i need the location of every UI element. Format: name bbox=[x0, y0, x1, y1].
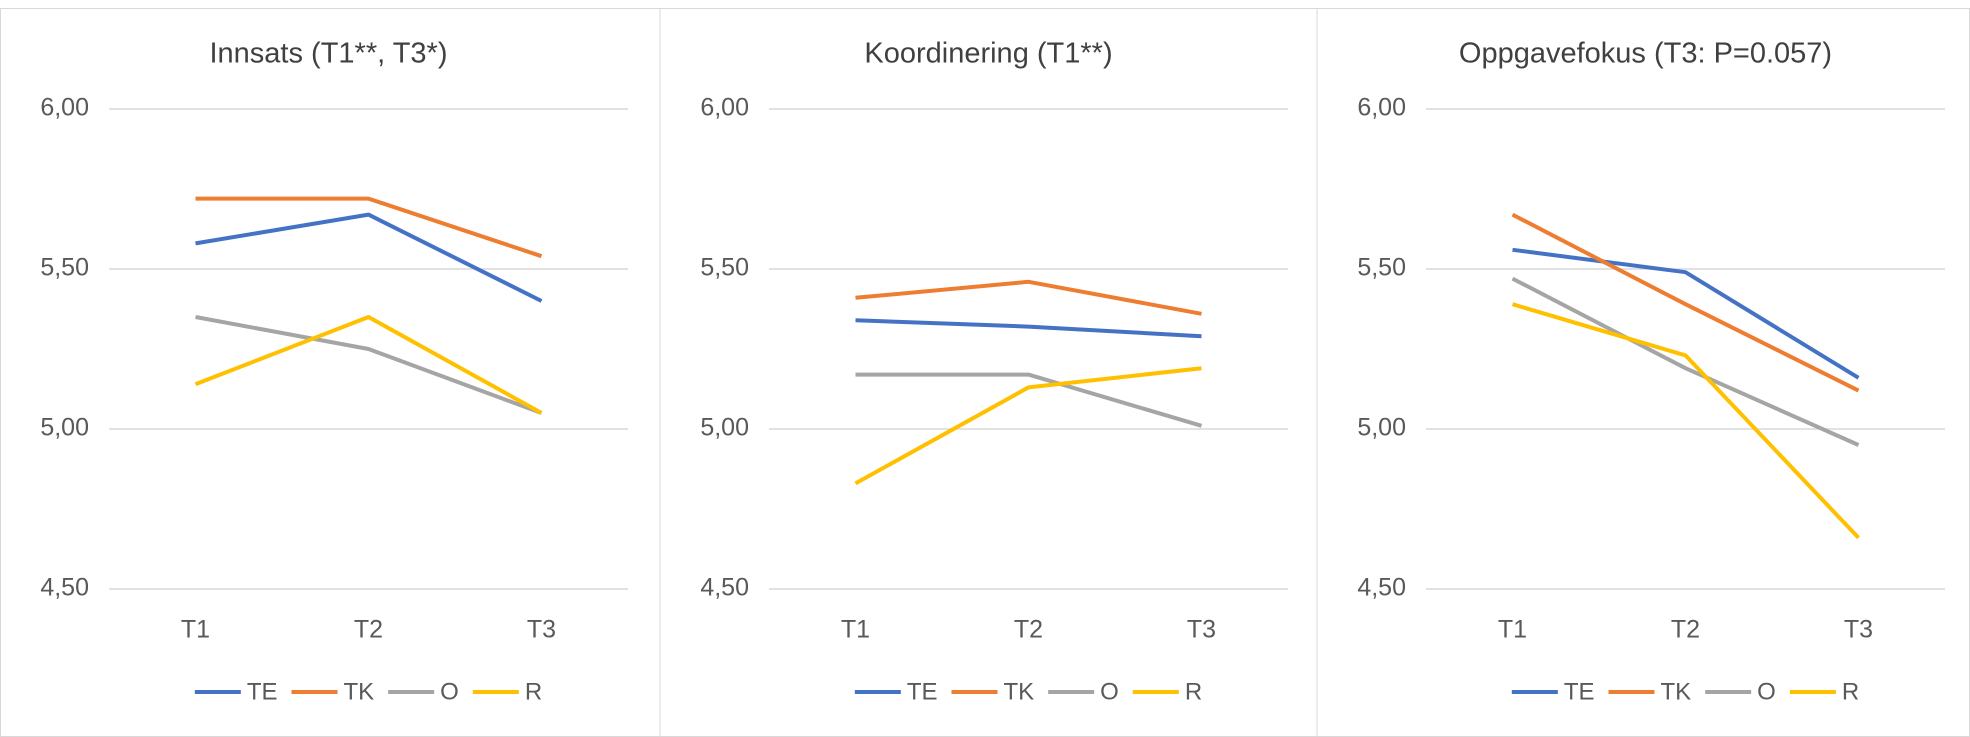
y-tick-label: 4,50 bbox=[40, 574, 89, 602]
legend: TE TK O R bbox=[194, 678, 542, 705]
series-line bbox=[195, 315, 543, 415]
x-tick-label: T1 bbox=[1498, 616, 1527, 644]
chart-title: Koordinering (T1**) bbox=[864, 38, 1112, 70]
chart-title: Oppgavefokus (T3: P=0.057) bbox=[1459, 38, 1832, 70]
legend-label: TE bbox=[907, 678, 938, 705]
y-tick-label: 5,50 bbox=[1357, 254, 1406, 282]
series-line bbox=[195, 212, 543, 303]
legend-label: O bbox=[440, 678, 459, 705]
x-tick-label: T3 bbox=[527, 616, 556, 644]
legend-label: TE bbox=[1564, 678, 1595, 705]
legend-label: R bbox=[525, 678, 542, 705]
series-line bbox=[855, 372, 1203, 428]
series-line bbox=[854, 366, 1202, 486]
x-tick-label: T2 bbox=[354, 616, 383, 644]
series-line bbox=[855, 279, 1202, 316]
series-line bbox=[1511, 276, 1860, 447]
legend: TE TK O R bbox=[1511, 678, 1859, 705]
y-tick-label: 5,50 bbox=[40, 254, 89, 282]
y-tick-label: 4,50 bbox=[1357, 574, 1406, 602]
series-line bbox=[1512, 247, 1860, 380]
legend: TE TK O R bbox=[854, 678, 1202, 705]
y-tick-label: 6,00 bbox=[40, 94, 89, 122]
x-tick-label: T2 bbox=[1014, 616, 1043, 644]
y-tick-label: 6,00 bbox=[700, 94, 749, 122]
legend-label: O bbox=[1757, 678, 1776, 705]
x-tick-label: T3 bbox=[1844, 616, 1873, 644]
x-tick-label: T1 bbox=[841, 616, 870, 644]
y-tick-label: 5,00 bbox=[40, 414, 89, 442]
series-line bbox=[1511, 212, 1860, 393]
legend-label: TE bbox=[247, 678, 278, 705]
legend-label: TK bbox=[1660, 678, 1691, 705]
legend-label: TK bbox=[343, 678, 374, 705]
series-line bbox=[1511, 302, 1860, 540]
x-tick-label: T1 bbox=[181, 616, 210, 644]
y-tick-label: 4,50 bbox=[700, 574, 749, 602]
chart-title: Innsats (T1**, T3*) bbox=[209, 38, 447, 70]
legend-label: R bbox=[1185, 678, 1202, 705]
x-tick-label: T3 bbox=[1187, 616, 1216, 644]
series-line bbox=[855, 318, 1202, 339]
y-tick-label: 5,50 bbox=[700, 254, 749, 282]
series-line bbox=[195, 196, 543, 259]
legend-label: TK bbox=[1003, 678, 1034, 705]
series-line bbox=[194, 315, 543, 415]
x-tick-label: T2 bbox=[1671, 616, 1700, 644]
y-tick-label: 5,00 bbox=[1357, 414, 1406, 442]
y-tick-label: 6,00 bbox=[1357, 94, 1406, 122]
y-tick-label: 5,00 bbox=[700, 414, 749, 442]
legend-label: O bbox=[1100, 678, 1119, 705]
legend-label: R bbox=[1842, 678, 1859, 705]
